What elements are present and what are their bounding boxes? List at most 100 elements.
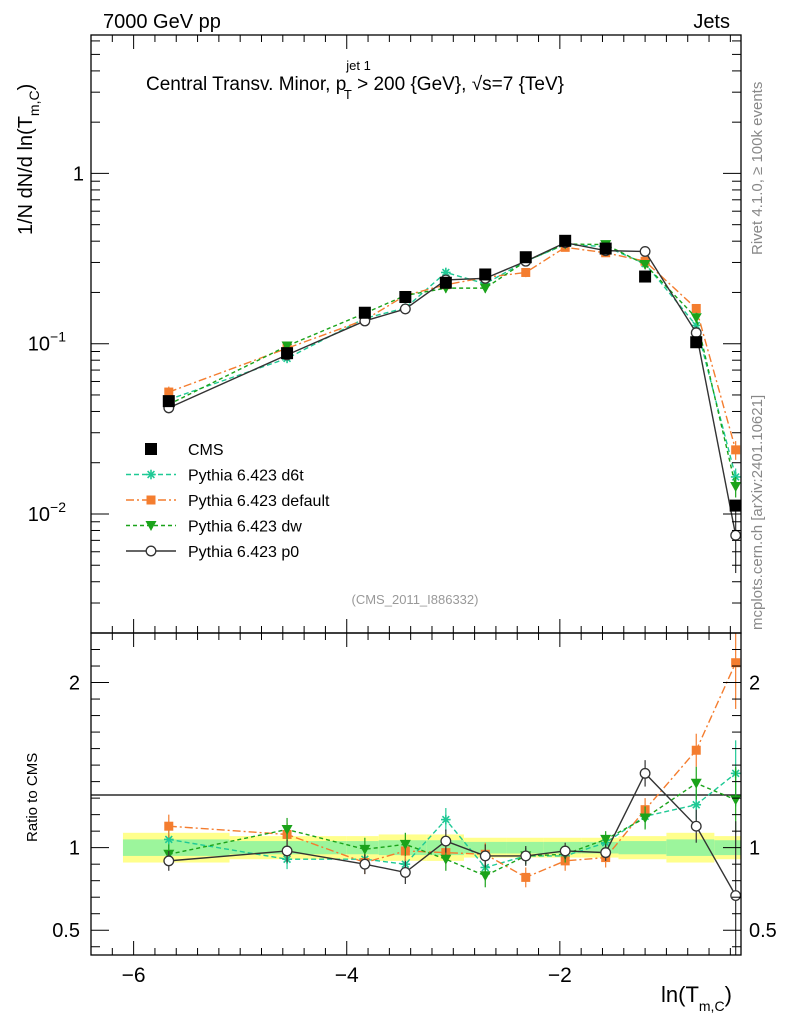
ratio-point [600,834,612,845]
ratio-band-green [666,839,715,856]
x-tick-label: −6 [122,964,146,987]
rivet-version-text: Rivet 4.1.0, ≥ 100k events [749,82,766,255]
legend-marker [145,443,157,455]
ratio-point [691,799,702,810]
data-point [521,267,531,277]
ratio-point [164,821,174,831]
ratio-y-tick-label-right: 2 [749,673,760,695]
ratio-uncertainty-bands [122,832,741,863]
header-left: 7000 GeV pp [103,11,221,33]
data-point [730,482,741,493]
y-tick-label: 10−2 [28,499,66,526]
data-point [519,251,532,264]
data-point [399,303,411,315]
x-axis-label: ln(Tm,C) [661,982,732,1014]
y-tick-label: 10−1 [28,329,66,356]
data-point [731,445,741,455]
ratio-y-tick-label-left: 0.5 [52,920,80,942]
ratio-series-pythia-6-423-dw [163,766,741,888]
series-line-pythia-6-423-d6t [168,243,737,478]
legend-label: Pythia 6.423 d6t [188,468,304,485]
ratio-point [399,866,411,878]
ratio-point [521,872,531,882]
y-tick-label: 1 [73,163,84,185]
ratio-point [359,858,371,870]
data-point [690,313,702,324]
ratio-point [520,850,532,862]
x-tick-label: −2 [548,964,572,987]
data-point [639,259,651,270]
ratio-series-pythia-6-423-p0 [163,760,741,955]
legend-item: Pythia 6.423 dw [126,519,302,536]
data-point [479,283,491,294]
ratio-line-pythia-6-423-default [168,662,737,879]
ratio-axis-label: Ratio to CMS [24,753,41,842]
ratio-point [479,871,491,882]
series-pythia-6-423-d6t [163,239,741,487]
ratio-line-pythia-6-423-p0 [168,772,737,896]
x-tick-label: −4 [335,964,359,987]
data-point [639,246,651,257]
ratio-point [281,845,293,857]
legend-label: Pythia 6.423 dw [188,519,302,536]
legend-item: CMS [145,442,224,459]
series-line-pythia-6-423-p0 [168,241,737,536]
y-axis-label: 1/N dN/d ln(Tm,C) [15,84,42,235]
data-point [639,270,652,283]
legend-marker [146,469,156,480]
data-point [162,395,175,408]
ratio-point [281,825,293,836]
data-point [729,499,741,512]
series-pythia-6-423-dw [163,239,741,498]
ratio-y-tick-label-right: 0.5 [749,920,777,942]
ratio-point [479,850,491,862]
data-point [730,529,741,541]
data-point [599,242,612,255]
series-cms [162,234,741,512]
ratio-point [559,845,571,857]
series-line-pythia-6-423-dw [168,243,737,487]
ratio-point [690,820,702,832]
legend-item: Pythia 6.423 p0 [126,544,299,561]
data-point [690,327,702,339]
legend-label: Pythia 6.423 default [188,493,330,510]
legend-marker [145,545,157,557]
legend-marker [145,521,157,531]
ratio-y-tick-label-left: 2 [69,673,80,695]
ratio-line-pythia-6-423-d6t [168,772,737,869]
legend: CMS Pythia 6.423 d6t Pythia 6.423 default P… [126,442,330,561]
ratio-point [359,844,371,855]
data-point [691,303,701,313]
mcplots-reference-text: mcplots.cern.ch [arXiv:2401.10621] [749,395,766,630]
ratio-point [441,814,451,825]
ratio-point [730,795,741,806]
data-point [690,336,703,349]
legend-marker [146,495,156,505]
series-pythia-6-423-default [164,242,741,460]
ratio-point [639,767,651,779]
ratio-point [639,813,651,824]
ratio-y-tick-label-left: 1 [69,838,80,860]
legend-label: CMS [188,442,224,459]
data-point [559,234,572,247]
data-point [399,291,412,304]
data-point [479,268,492,281]
data-point [164,387,174,397]
ratio-point [691,745,701,755]
data-point [281,347,294,360]
ratio-point [163,855,175,867]
main-plot-series [162,234,741,574]
data-point [358,306,371,319]
ratio-band-green [618,841,667,855]
legend-label: Pythia 6.423 p0 [188,544,299,561]
legend-item: Pythia 6.423 d6t [126,468,304,485]
data-point [281,341,293,352]
legend-item: Pythia 6.423 default [126,493,330,510]
ratio-y-tick-label-right: 1 [749,838,760,860]
ratio-point [399,839,411,850]
data-point [439,276,452,289]
ratio-point [730,890,741,902]
ratio-plot-frame [90,632,742,956]
